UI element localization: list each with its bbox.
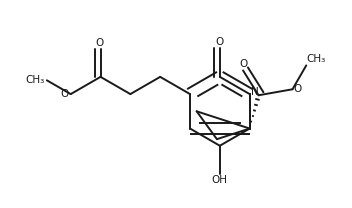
Text: O: O bbox=[61, 89, 69, 99]
Text: O: O bbox=[294, 84, 302, 94]
Text: O: O bbox=[239, 59, 247, 69]
Text: OH: OH bbox=[212, 175, 228, 185]
Text: N: N bbox=[251, 87, 258, 97]
Text: O: O bbox=[216, 37, 224, 47]
Text: CH₃: CH₃ bbox=[306, 54, 326, 64]
Text: O: O bbox=[95, 38, 103, 48]
Text: CH₃: CH₃ bbox=[26, 75, 45, 85]
